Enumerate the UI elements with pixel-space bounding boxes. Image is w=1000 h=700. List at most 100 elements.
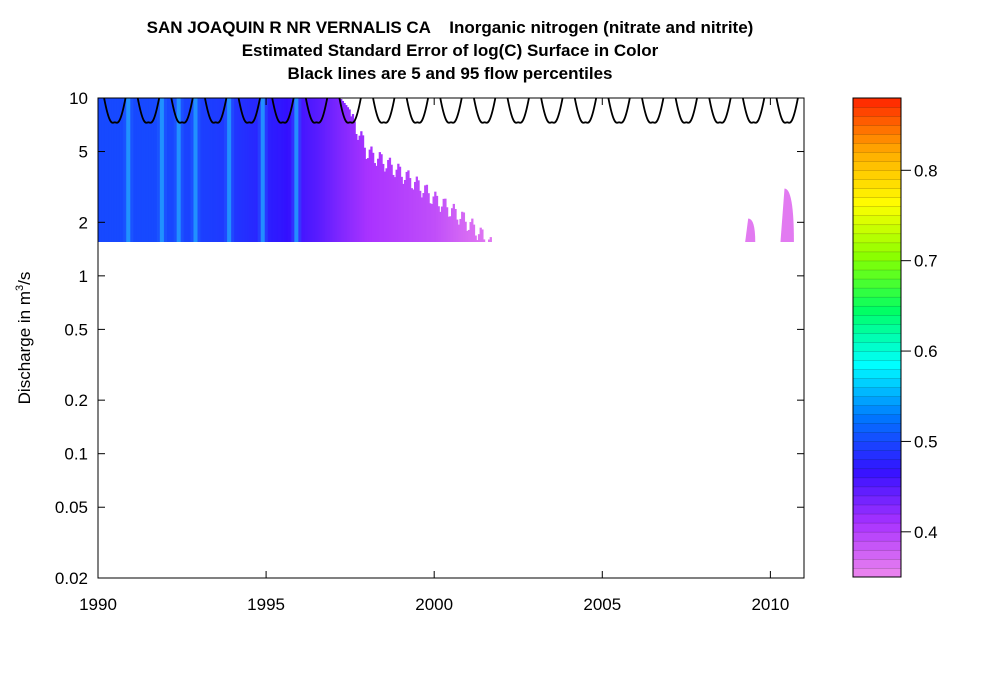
colorbar-band <box>852 278 902 289</box>
surface-cell <box>289 98 292 242</box>
colorbar-band <box>852 97 902 108</box>
flow-95-percentile-dip <box>204 98 228 124</box>
surface-cell <box>101 98 104 242</box>
colorbar-band <box>852 405 902 415</box>
surface-cell <box>338 98 341 242</box>
surface-cell <box>230 98 234 242</box>
surface-cell <box>331 98 334 242</box>
surface-cell <box>247 98 250 242</box>
surface-cell <box>355 133 358 242</box>
surface-cell <box>234 98 237 242</box>
flow-95-percentile-dip <box>708 98 732 124</box>
y-tick-label: 5 <box>79 143 88 162</box>
colorbar-band <box>852 115 902 126</box>
surface-cell <box>437 206 440 242</box>
surface-cell <box>462 212 466 242</box>
surface-cell <box>129 98 133 242</box>
surface-cell <box>385 168 388 242</box>
surface-cell <box>380 154 383 242</box>
surface-cell <box>361 135 365 242</box>
surface-cell <box>306 98 309 242</box>
colorbar-band <box>852 567 902 578</box>
surface-cell <box>264 98 267 242</box>
surface-cell <box>304 98 308 242</box>
surface-cell <box>456 219 459 242</box>
colorbar-band <box>852 477 902 488</box>
surface-cell <box>318 98 321 242</box>
surface-cell <box>108 98 111 242</box>
surface-cell <box>99 98 102 242</box>
surface-cell <box>140 98 143 242</box>
colorbar-band <box>852 106 902 117</box>
flow-95-percentile-dip <box>405 98 429 124</box>
surface-cell <box>269 98 272 242</box>
surface-cell <box>363 147 366 242</box>
surface-cell <box>445 207 449 242</box>
surface-streak-halo <box>190 98 201 242</box>
colorbar-band <box>852 251 902 262</box>
colorbar-band <box>852 314 902 325</box>
surface-cell <box>173 98 176 242</box>
surface-streak <box>260 98 265 242</box>
colorbar-band <box>852 179 902 189</box>
surface-cell <box>365 159 368 242</box>
surface-cell <box>202 98 205 242</box>
y-tick-label: 0.1 <box>64 445 88 464</box>
y-tick-label: 0.02 <box>55 569 88 588</box>
surface-cell <box>333 98 336 242</box>
surface-cell <box>348 109 351 242</box>
surface-cell <box>375 165 378 242</box>
surface-cell <box>345 105 348 242</box>
surface-cell <box>467 229 471 242</box>
colorbar-band <box>852 531 902 542</box>
surface-cell <box>279 98 282 242</box>
surface-cell <box>341 100 345 242</box>
surface-cell <box>351 114 355 242</box>
colorbar: 0.8 0.7 0.6 0.5 0.4 <box>852 97 938 578</box>
surface-cell <box>163 98 166 242</box>
surface-cell <box>393 177 397 242</box>
surface-cell <box>313 98 316 242</box>
surface-cell <box>249 98 252 242</box>
surface-cell <box>192 98 195 242</box>
surface-cell <box>150 98 153 242</box>
colorbar-band <box>852 522 902 533</box>
surface-cell <box>449 216 452 242</box>
surface-cell <box>113 98 116 242</box>
surface-cell <box>156 98 160 242</box>
surface-cell <box>474 235 477 242</box>
surface-cell <box>225 98 229 242</box>
colorbar-band <box>852 432 902 442</box>
surface-cell <box>407 170 410 242</box>
surface-cell <box>415 176 418 242</box>
colorbar-band <box>852 197 902 207</box>
surface-cell <box>210 98 213 242</box>
surface-cell <box>309 98 313 242</box>
x-tick-label: 2005 <box>583 595 621 614</box>
colorbar-band <box>852 441 902 451</box>
surface-cell <box>237 98 240 242</box>
y-tick-label: 2 <box>79 213 88 232</box>
surface-cell <box>340 98 343 242</box>
surface-cell <box>244 98 247 242</box>
surface-cell <box>158 98 161 242</box>
surface-cell <box>145 98 148 242</box>
surface-cell <box>432 196 435 242</box>
surface-cell <box>398 166 402 242</box>
surface-cell <box>382 163 385 242</box>
y-tick-label: 0.05 <box>55 498 88 517</box>
colorbar-band <box>852 350 902 361</box>
surface-cell <box>282 98 286 242</box>
y-tick-label: 0.2 <box>64 391 88 410</box>
surface-cell <box>190 98 193 242</box>
surface-cell <box>153 98 156 242</box>
surface-cell <box>414 181 417 242</box>
surface-cell <box>395 169 398 242</box>
surface-cell <box>267 98 271 242</box>
surface-cell <box>321 98 324 242</box>
surface-cell <box>472 224 476 242</box>
flow-95-percentile-dip <box>674 98 698 124</box>
surface-cell <box>287 98 291 242</box>
surface-cell <box>471 218 474 242</box>
